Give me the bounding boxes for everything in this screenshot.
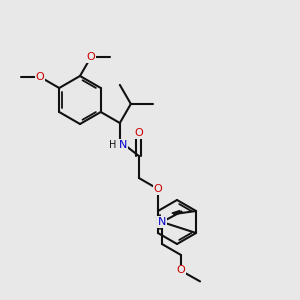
Text: O: O <box>154 184 162 194</box>
Text: O: O <box>177 266 185 275</box>
Text: O: O <box>87 52 95 62</box>
Text: H: H <box>109 140 116 150</box>
Text: N: N <box>118 140 127 150</box>
Text: O: O <box>134 128 143 138</box>
Text: O: O <box>36 72 44 82</box>
Text: N: N <box>158 217 166 227</box>
